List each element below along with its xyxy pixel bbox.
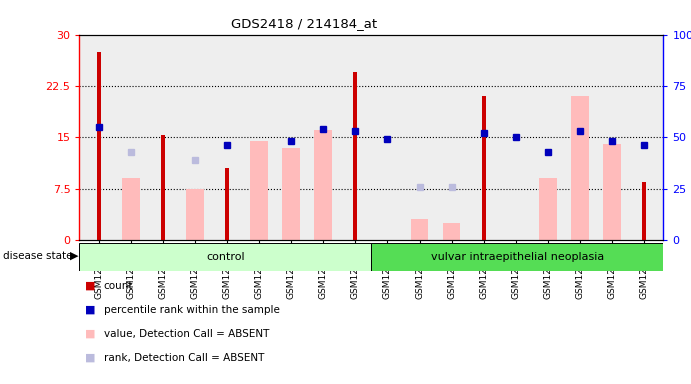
Text: percentile rank within the sample: percentile rank within the sample [104, 305, 280, 315]
Text: ■: ■ [84, 281, 95, 291]
Bar [410, 220, 428, 240]
Text: disease state: disease state [3, 251, 73, 261]
Bar [603, 144, 621, 240]
Bar [161, 135, 164, 240]
Bar [314, 131, 332, 240]
Text: ■: ■ [84, 305, 95, 315]
Text: rank, Detection Call = ABSENT: rank, Detection Call = ABSENT [104, 353, 264, 362]
Text: ▶: ▶ [70, 251, 79, 261]
Bar [97, 52, 101, 240]
Text: value, Detection Call = ABSENT: value, Detection Call = ABSENT [104, 329, 269, 339]
Bar [372, 243, 663, 271]
Bar [482, 96, 486, 240]
Bar [122, 179, 140, 240]
Bar [443, 223, 460, 240]
Text: ■: ■ [84, 353, 95, 362]
Text: count: count [104, 281, 133, 291]
Bar [539, 179, 557, 240]
Bar [186, 189, 204, 240]
Text: control: control [206, 252, 245, 262]
Text: vulvar intraepithelial neoplasia: vulvar intraepithelial neoplasia [430, 252, 604, 262]
Text: GDS2418 / 214184_at: GDS2418 / 214184_at [231, 17, 377, 30]
Bar [642, 182, 646, 240]
Bar [79, 243, 372, 271]
Bar [571, 96, 589, 240]
Bar [353, 72, 357, 240]
Bar [225, 168, 229, 240]
Bar [283, 147, 300, 240]
Text: ■: ■ [84, 329, 95, 339]
Bar [250, 141, 268, 240]
